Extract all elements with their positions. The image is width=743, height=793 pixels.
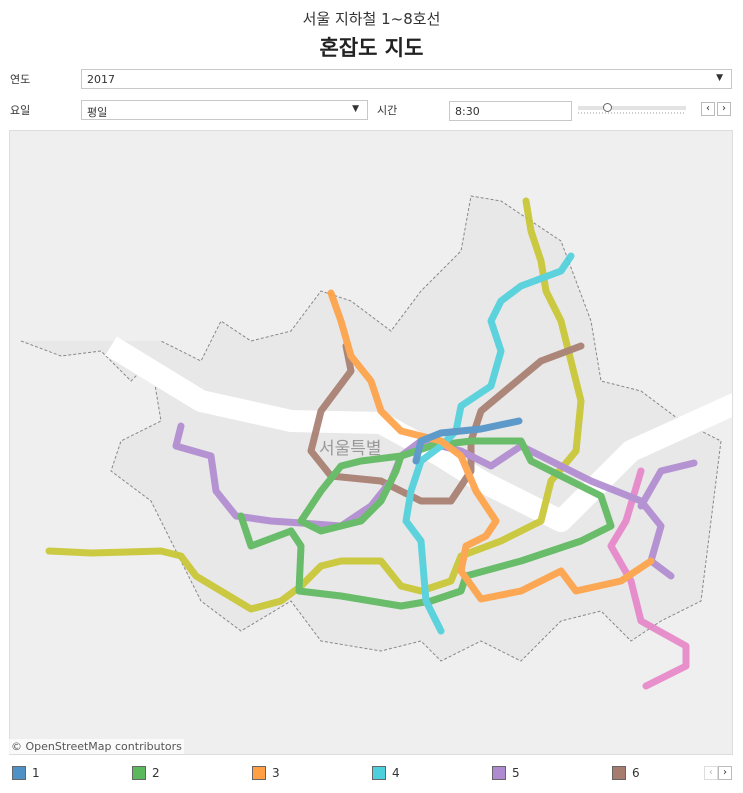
legend-swatch (132, 766, 146, 780)
time-filter-label: 시간 (377, 104, 398, 117)
legend-item-4[interactable]: 4 (372, 766, 400, 780)
day-value: 평일 (87, 106, 108, 119)
line-2 (237, 437, 615, 610)
dropdown-arrow-icon: ▼ (716, 73, 723, 83)
map-attribution[interactable]: © OpenStreetMap contributors (9, 739, 184, 754)
map-canvas: 서울특별 (20, 195, 732, 690)
legend-label: 3 (272, 766, 280, 780)
dashboard-subtitle: 서울 지하철 1~8호선 (302, 10, 441, 28)
time-value: 8:30 (455, 105, 480, 118)
legend-label: 4 (392, 766, 400, 780)
time-prev-button[interactable]: ‹ (701, 102, 715, 116)
legend-swatch (372, 766, 386, 780)
slider-handle[interactable] (603, 103, 612, 112)
day-dropdown[interactable]: 평일 ▼ (81, 100, 368, 120)
legend-swatch (12, 766, 26, 780)
legend-prev-button[interactable]: ‹ (704, 766, 718, 780)
legend-item-3[interactable]: 3 (252, 766, 280, 780)
han-river (105, 336, 732, 532)
line-3 (327, 289, 655, 603)
time-slider[interactable] (578, 103, 686, 114)
legend-swatch (252, 766, 266, 780)
day-filter-label: 요일 (10, 104, 31, 117)
legend-label: 5 (512, 766, 520, 780)
line-1 (412, 417, 523, 465)
line-7 (45, 197, 585, 613)
legend-item-6[interactable]: 6 (612, 766, 640, 780)
subway-map[interactable]: 서울특별 (9, 130, 733, 755)
dashboard-title: 혼잡도 지도 (319, 36, 424, 60)
legend-label: 2 (152, 766, 160, 780)
legend-item-5[interactable]: 5 (492, 766, 520, 780)
legend-swatch (612, 766, 626, 780)
year-value: 2017 (87, 73, 115, 86)
legend-swatch (492, 766, 506, 780)
legend-item-2[interactable]: 2 (132, 766, 160, 780)
dropdown-arrow-icon: ▼ (352, 104, 359, 114)
line-5-branch (637, 459, 698, 510)
line-6 (307, 342, 585, 505)
legend-item-1[interactable]: 1 (12, 766, 40, 780)
line-8 (607, 467, 690, 690)
legend-label: 1 (32, 766, 40, 780)
year-dropdown[interactable]: 2017 ▼ (81, 69, 732, 89)
place-label: 서울특별 (319, 439, 382, 459)
line-4 (402, 252, 575, 635)
legend-label: 6 (632, 766, 640, 780)
year-filter-label: 연도 (10, 73, 31, 86)
time-next-button[interactable]: › (717, 102, 731, 116)
legend-next-button[interactable]: › (718, 766, 732, 780)
time-input[interactable]: 8:30 (449, 101, 572, 121)
